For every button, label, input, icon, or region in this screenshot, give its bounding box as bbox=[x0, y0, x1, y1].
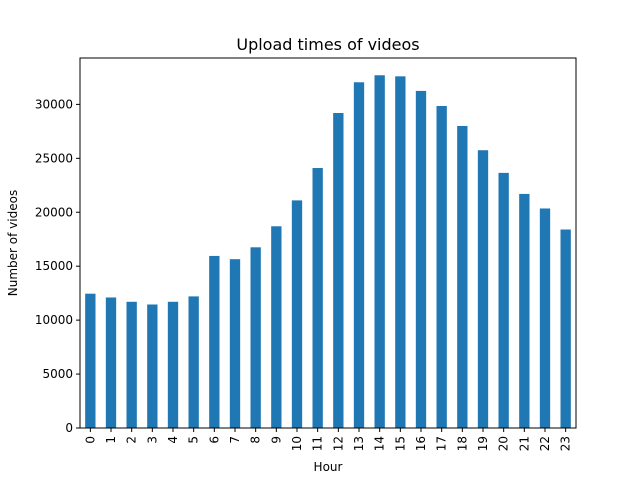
bar-hour-1 bbox=[105, 297, 117, 428]
x-tick-label: 7 bbox=[228, 436, 242, 444]
bar-hour-11 bbox=[312, 168, 323, 428]
x-tick-label: 11 bbox=[311, 436, 325, 451]
x-tick-label: 22 bbox=[538, 436, 552, 451]
x-tick-label: 10 bbox=[290, 436, 304, 451]
bar-hour-23 bbox=[560, 229, 571, 428]
x-tick-label: 1 bbox=[104, 436, 118, 444]
bars-layer bbox=[85, 75, 571, 429]
y-axis: 0 5000 10000 15000 20000 25000 30000 bbox=[35, 97, 80, 435]
plot-frame bbox=[79, 57, 577, 429]
x-tick-label: 0 bbox=[83, 436, 97, 444]
x-tick-label: 14 bbox=[373, 436, 387, 451]
y-tick-label: 0 bbox=[65, 421, 73, 435]
x-tick-label: 23 bbox=[559, 436, 573, 451]
x-tick-label: 9 bbox=[269, 436, 283, 444]
bar-hour-14 bbox=[374, 75, 385, 428]
x-tick-label: 19 bbox=[476, 436, 490, 451]
x-tick-label: 6 bbox=[207, 436, 221, 444]
bar-hour-9 bbox=[271, 226, 282, 428]
bar-hour-4 bbox=[167, 301, 179, 428]
bar-hour-16 bbox=[415, 90, 427, 429]
y-tick-label: 20000 bbox=[35, 205, 73, 219]
bar-hour-5 bbox=[188, 296, 199, 428]
bar-hour-3 bbox=[147, 304, 158, 428]
bar-hour-13 bbox=[353, 82, 365, 429]
bar-hour-20 bbox=[498, 172, 509, 428]
x-axis: 0 1 2 3 4 5 6 7 8 9 10 11 12 13 14 15 16 17 18 19 20 21 22 23 bbox=[83, 428, 573, 451]
y-axis-label: Number of videos bbox=[6, 190, 20, 296]
x-tick-label: 21 bbox=[517, 436, 531, 451]
x-tick-label: 18 bbox=[455, 436, 469, 451]
bar-hour-10 bbox=[291, 200, 303, 428]
bar-hour-15 bbox=[395, 76, 406, 428]
bar-hour-8 bbox=[250, 247, 261, 428]
x-tick-label: 17 bbox=[435, 436, 449, 451]
bar-hour-19 bbox=[477, 150, 489, 429]
bar-hour-17 bbox=[436, 106, 447, 428]
bar-hour-12 bbox=[333, 113, 344, 428]
x-tick-label: 13 bbox=[352, 436, 366, 451]
x-tick-label: 16 bbox=[414, 436, 428, 451]
chart-title: Upload times of videos bbox=[236, 35, 419, 54]
y-tick-label: 25000 bbox=[35, 151, 73, 165]
x-tick-label: 3 bbox=[145, 436, 159, 444]
x-tick-label: 5 bbox=[187, 436, 201, 444]
x-axis-label: Hour bbox=[314, 460, 343, 474]
x-tick-label: 15 bbox=[393, 436, 407, 451]
y-tick-label: 30000 bbox=[35, 97, 73, 111]
x-tick-label: 2 bbox=[125, 436, 139, 444]
bar-hour-7 bbox=[229, 259, 241, 428]
bar-hour-22 bbox=[539, 208, 551, 428]
y-tick-label: 5000 bbox=[42, 367, 73, 381]
bar-hour-6 bbox=[209, 255, 220, 428]
x-tick-label: 12 bbox=[331, 436, 345, 451]
x-tick-label: 4 bbox=[166, 436, 180, 444]
y-tick-label: 15000 bbox=[35, 259, 73, 273]
bar-hour-2 bbox=[126, 301, 137, 428]
bar-hour-18 bbox=[457, 125, 468, 429]
x-tick-label: 20 bbox=[497, 436, 511, 451]
x-tick-label: 8 bbox=[249, 436, 263, 444]
bar-hour-21 bbox=[519, 193, 530, 428]
y-tick-label: 10000 bbox=[35, 313, 73, 327]
bar-hour-0 bbox=[85, 293, 96, 428]
